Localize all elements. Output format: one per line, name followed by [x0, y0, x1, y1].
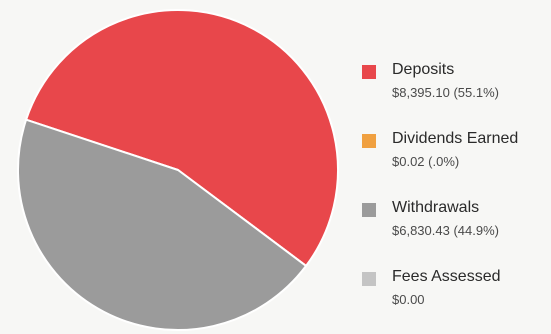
legend-swatch-withdrawals: [362, 203, 376, 217]
pie-slice-withdrawals: [16, 118, 308, 332]
legend-value-withdrawals: $6,830.43 (44.9%): [392, 223, 499, 238]
legend-value-dividends-earned: $0.02 (.0%): [392, 154, 460, 169]
legend-value-deposits: $8,395.10 (55.1%): [392, 85, 499, 100]
legend-item-dividends-earned: Dividends Earned $0.02 (.0%): [362, 127, 547, 196]
legend-swatch-fees-assessed: [362, 272, 376, 286]
pie-slice-deposits: [25, 9, 339, 267]
chart-legend: Deposits $8,395.10 (55.1%) Dividends Ear…: [362, 58, 547, 334]
legend-label-dividends-earned: Dividends Earned: [392, 130, 519, 147]
legend-item-deposits: Deposits $8,395.10 (55.1%): [362, 58, 547, 127]
legend-label-withdrawals: Withdrawals: [392, 199, 480, 216]
legend-item-withdrawals: Withdrawals $6,830.43 (44.9%): [362, 196, 547, 265]
legend-swatch-dividends-earned: [362, 134, 376, 148]
legend-value-fees-assessed: $0.00: [392, 292, 425, 307]
legend-item-fees-assessed: Fees Assessed $0.00: [362, 265, 547, 334]
legend-swatch-deposits: [362, 65, 376, 79]
legend-label-deposits: Deposits: [392, 61, 455, 78]
legend-label-fees-assessed: Fees Assessed: [392, 268, 501, 285]
